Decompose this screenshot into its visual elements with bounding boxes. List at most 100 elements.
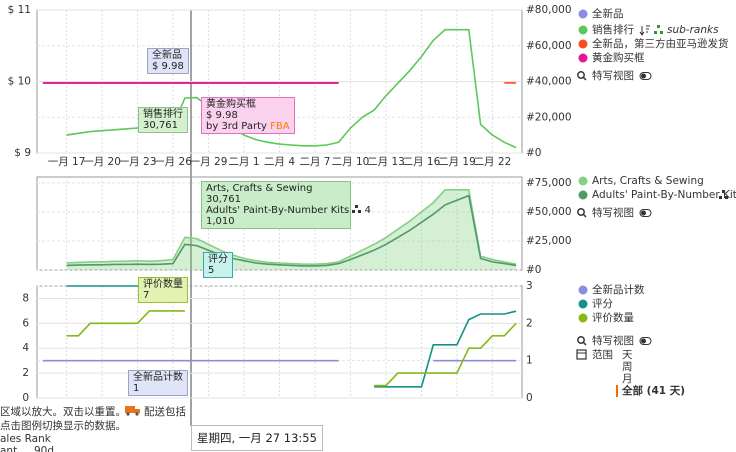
tooltip-label: Arts, Crafts & Sewing: [206, 183, 313, 194]
toggle-knob: [641, 210, 646, 216]
footer-period: 90d: [34, 445, 55, 452]
tooltip-seller: by 3rd Party: [206, 121, 267, 132]
legend-label[interactable]: 全新品，第三方由亚马逊发货: [592, 37, 729, 50]
x-tick-label: 一月 29: [190, 156, 228, 168]
footer-shipping: 配送包括: [144, 406, 186, 418]
tooltip-label: 评分: [208, 254, 228, 265]
legend-label[interactable]: 黄金购买框: [592, 51, 645, 64]
legend-label[interactable]: 评分: [592, 298, 613, 310]
magnifier-icon: [582, 76, 587, 81]
magnifier-icon: [577, 208, 585, 216]
tooltip-value: 5: [208, 265, 215, 276]
y-tick-label: 6: [22, 317, 29, 329]
tooltip-value: $ 9.98: [152, 61, 184, 72]
x-tick-label: 二月 1: [228, 156, 259, 168]
series-line: [66, 194, 517, 267]
range-option[interactable]: 月: [622, 373, 633, 385]
x-tick-label: 一月 23: [119, 156, 157, 168]
tooltip-label: 全新品: [152, 50, 182, 61]
x-tick-label: 二月 7: [299, 156, 330, 168]
truck-icon: [125, 406, 140, 416]
y2-tick-label: #40,000: [526, 76, 572, 88]
legend-label[interactable]: 全新品: [592, 7, 624, 20]
legend-label[interactable]: 全新品计数: [592, 283, 645, 296]
tooltip-value: 1: [133, 383, 140, 394]
subrank-icon: [725, 196, 728, 199]
subrank-icon: [660, 31, 663, 34]
y2-tick-label: #80,000: [526, 4, 572, 16]
y-tick-label: $ 11: [8, 4, 31, 16]
legend-swatch: [578, 25, 588, 35]
legend-swatch: [578, 9, 588, 19]
legend-swatch: [578, 285, 588, 295]
y-tick-label: 0: [22, 392, 29, 404]
series-line: [66, 310, 517, 387]
calendar-icon: [576, 349, 587, 360]
y2-tick-label: 1: [526, 355, 533, 367]
range-option[interactable]: 全部 (41 天): [621, 384, 685, 397]
subrank-icon: [722, 190, 725, 193]
toggle-switch: [639, 209, 652, 217]
closeup-toggle-label[interactable]: 特写视图: [592, 69, 634, 82]
legend-label[interactable]: Arts, Crafts & Sewing: [592, 175, 704, 187]
range-option[interactable]: 周: [622, 361, 633, 373]
x-tick-label: 一月 26: [154, 156, 192, 168]
sort-icon: [639, 25, 650, 36]
legend-swatch: [578, 53, 588, 63]
legend-swatch: [578, 176, 588, 186]
legend-label[interactable]: 销售排行: [592, 23, 634, 36]
legend-swatch: [578, 39, 588, 49]
tooltip-label: 销售排行: [143, 109, 183, 120]
footer-rank: ales Rank: [0, 433, 51, 445]
tooltip-rating: 评分 5: [203, 252, 233, 278]
subrank-icon: [352, 205, 362, 213]
footer-hint: 区域以放大。双击以重置。: [0, 406, 126, 418]
crosshair-time: 星期四, 一月 27 13:55: [191, 425, 323, 451]
y2-tick-label: #0: [526, 147, 541, 159]
legend-swatch: [578, 313, 588, 323]
tooltip-sales-rank: 销售排行 30,761: [138, 107, 188, 133]
y-tick-label: $ 10: [8, 76, 31, 88]
range-option[interactable]: 天: [622, 349, 633, 361]
y2-tick-label: 3: [526, 280, 533, 292]
x-tick-label: 一月 17: [48, 156, 86, 168]
tooltip-value: 1,010: [206, 216, 235, 227]
x-tick-label: 二月 19: [438, 156, 476, 168]
magnifier-icon: [577, 71, 585, 79]
legend-swatch: [578, 190, 588, 200]
series-line: [66, 189, 517, 265]
legend-label[interactable]: 评价数量: [592, 311, 634, 324]
tooltip-label: 评价数量: [143, 279, 183, 290]
closeup-toggle-label[interactable]: 特写视图: [592, 206, 634, 219]
tooltip-category-rank: Arts, Crafts & Sewing 30,761 Adults' Pai…: [201, 181, 371, 229]
y2-tick-label: 0: [526, 392, 533, 404]
tooltip-seller-row: by 3rd Party FBA: [206, 121, 290, 132]
toggle-switch: [639, 337, 652, 345]
y-tick-label: 2: [22, 367, 29, 379]
tooltip-offer-count: 全新品计数 1: [128, 370, 188, 396]
tooltip-label: 全新品计数: [133, 372, 183, 383]
tooltip-buybox: 黄金购买框 $ 9.98 by 3rd Party FBA: [201, 97, 295, 134]
tooltip-subcategory: Adults' Paint-By-Number Kits: [206, 205, 350, 216]
range-label: 范围: [592, 348, 613, 361]
subrank-icon: [654, 31, 657, 34]
tooltip-label: 黄金购买框: [206, 99, 256, 110]
y2-tick-label: #75,000: [526, 177, 572, 189]
subrank-icon: [657, 25, 660, 28]
y2-tick-label: #50,000: [526, 206, 572, 218]
closeup-toggle-label[interactable]: 特写视图: [592, 334, 634, 347]
magnifier-icon: [582, 213, 587, 218]
legend-label[interactable]: Adults' Paint-By-Number Kits: [592, 189, 736, 201]
y-tick-label: 4: [22, 342, 29, 354]
tooltip-value: 7: [143, 290, 150, 301]
tooltip-value: 30,761: [143, 120, 178, 131]
x-tick-label: 二月 10: [332, 156, 370, 168]
tooltip-review-count: 评价数量 7: [138, 277, 188, 303]
magnifier-icon: [582, 341, 587, 346]
y-tick-label: 8: [22, 292, 29, 304]
x-tick-label: 二月 16: [403, 156, 441, 168]
tooltip-value: 30,761: [206, 194, 241, 205]
fba-badge: FBA: [270, 121, 290, 132]
subranks-link[interactable]: sub-ranks: [667, 24, 719, 36]
